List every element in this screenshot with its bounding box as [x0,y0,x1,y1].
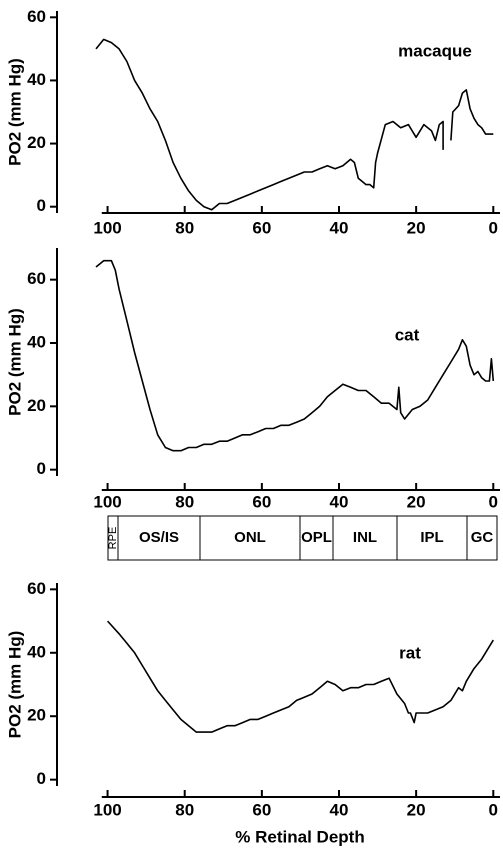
x-tick-label: 40 [330,492,349,511]
y-tick-label: 0 [37,769,46,788]
chart-title: macaque [398,41,472,60]
x-tick-label: 100 [93,492,121,511]
x-tick-label: 100 [93,800,121,819]
y-axis-label: PO2 (mm Hg) [5,308,24,416]
y-tick-label: 60 [27,579,46,598]
x-tick-label: 60 [252,800,271,819]
layer-label: IPL [420,529,443,546]
x-tick-label: 0 [489,218,498,237]
y-tick-label: 0 [37,459,46,478]
layer-bar: RPE OS/IS ONL OPL INL IPL GC [107,515,498,561]
y-tick-label: 20 [27,133,46,152]
data-line [107,620,494,733]
y-tick-label: 40 [27,332,46,351]
layer-label: OS/IS [139,529,179,546]
y-axis-label: PO2 (mm Hg) [5,58,24,166]
layer-label: OPL [301,529,332,546]
x-tick-label: 80 [175,218,194,237]
x-tick-label: 80 [175,492,194,511]
x-tick-label: 20 [407,218,426,237]
y-axis-label: PO2 (mm Hg) [5,631,24,739]
y-tick-label: 0 [37,196,46,215]
x-axis-label: % Retinal Depth [235,827,364,846]
layer-label: INL [353,529,377,546]
layer-label: RPE [107,527,119,550]
layer-label: ONL [234,529,266,546]
x-tick-label: 60 [252,492,271,511]
data-line [95,38,494,211]
y-tick-label: 40 [27,70,46,89]
x-tick-label: 80 [175,800,194,819]
y-tick-label: 20 [27,396,46,415]
y-tick-label: 60 [27,7,46,26]
data-line [95,259,495,452]
x-tick-label: 60 [252,218,271,237]
layer-label: GC [471,529,494,546]
x-tick-label: 40 [330,800,349,819]
chart-title: cat [395,325,420,344]
x-tick-label: 20 [407,800,426,819]
x-tick-label: 0 [489,800,498,819]
x-tick-label: 100 [93,218,121,237]
y-tick-label: 20 [27,706,46,725]
y-tick-label: 60 [27,269,46,288]
y-tick-label: 40 [27,642,46,661]
x-tick-label: 40 [330,218,349,237]
x-tick-label: 20 [407,492,426,511]
layer-box [107,515,498,561]
chart-title: rat [399,643,421,662]
x-tick-label: 0 [489,492,498,511]
